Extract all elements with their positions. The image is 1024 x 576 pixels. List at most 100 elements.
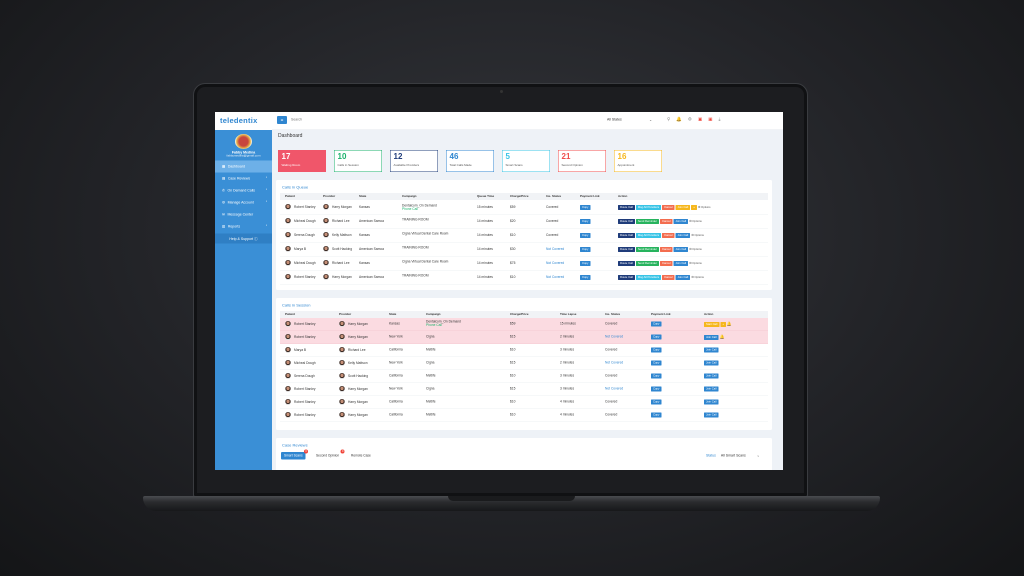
copy-payment-link-button[interactable]: Copy [651, 412, 662, 418]
copy-payment-link-button[interactable]: Copy [580, 233, 591, 238]
msg-all-providers-button[interactable]: Msg All Providers [635, 233, 662, 238]
stat-card[interactable]: 21 Second Opinion [558, 150, 606, 172]
copy-payment-link-button[interactable]: Copy [651, 334, 662, 340]
copy-payment-link-button[interactable]: Copy [651, 399, 662, 405]
options-menu[interactable]: ⚙ Options [691, 234, 704, 237]
filter-icon[interactable]: ⚲ [667, 116, 671, 122]
chat-icon[interactable]: ▣ [697, 116, 703, 122]
options-menu[interactable]: ⚙ Options [689, 248, 702, 251]
menu-toggle-button[interactable]: ≡ [277, 116, 287, 124]
column-header: Action [704, 313, 714, 316]
panel-title: Calls in Queue [282, 185, 309, 190]
route-call-button[interactable]: Route Call [618, 261, 635, 266]
msg-all-providers-button[interactable]: Msg All Providers [635, 275, 662, 280]
message-icon[interactable]: ▣ [708, 116, 713, 122]
tab-smart-scans[interactable]: Smart Scans 0 [281, 449, 309, 460]
options-menu[interactable]: ⚙ Options [691, 276, 704, 279]
stat-card[interactable]: 5 Smart Scans [502, 150, 550, 172]
tab-remote-case[interactable]: Remote Case [348, 452, 374, 460]
options-menu[interactable]: ⚙ Options [689, 220, 702, 223]
table-row: Serena Dough Kelly Mattson Kansas Cigna Vir… [280, 229, 768, 243]
campaign-name: TRAINING ROOM [402, 274, 429, 278]
column-header: Patient [285, 195, 296, 198]
panel-title: Case Reviews [282, 443, 308, 448]
send-reminder-button[interactable]: Send Reminder [635, 247, 659, 252]
sidebar-item-dashboard[interactable]: ▦ Dashboard [215, 160, 272, 173]
expand-button[interactable]: + [720, 322, 726, 327]
help-support-button[interactable]: Help & Support ⓘ [215, 233, 272, 244]
sidebar-item-reports[interactable]: ▥ Reports › [215, 221, 272, 233]
join-call-button[interactable]: Join Call [675, 275, 691, 280]
join-call-button[interactable]: Join Call [673, 261, 689, 266]
cancel-button[interactable]: Cancel [659, 247, 673, 252]
provider-name: Harry Morgan [332, 275, 352, 279]
stat-card[interactable]: 17 Waiting Room [278, 150, 326, 172]
alert-bell-icon[interactable]: 🔔 [719, 334, 725, 340]
status-filter[interactable]: Status All Smart Scans ⌄ [706, 454, 760, 458]
patient-name: Robert Stanley [294, 322, 316, 326]
route-call-button[interactable]: Route Call [618, 205, 635, 210]
route-call-button[interactable]: Route Call [618, 275, 635, 280]
route-call-button[interactable]: Route Call [618, 219, 635, 224]
logo[interactable]: teledentix [215, 112, 272, 130]
join-call-button[interactable]: Join Call [704, 412, 719, 418]
cancel-button[interactable]: Cancel [662, 275, 675, 280]
start-call-button[interactable]: Start Call [704, 322, 720, 327]
stat-card[interactable]: 16 Appointment [614, 150, 662, 172]
sidebar-item-manage-account[interactable]: ⚙ Manage Account › [215, 197, 272, 209]
join-call-button[interactable]: Join Call [704, 360, 719, 366]
msg-all-providers-button[interactable]: Msg All Providers [635, 205, 662, 210]
alert-bell-icon[interactable]: 🔔 [726, 321, 732, 327]
cancel-button[interactable]: Cancel [662, 233, 675, 238]
expand-button[interactable]: + [691, 205, 697, 210]
join-call-button[interactable]: Join Call [673, 219, 689, 224]
options-menu[interactable]: ⚙ Options [689, 262, 702, 265]
join-call-button[interactable]: Join Call [704, 399, 719, 405]
copy-payment-link-button[interactable]: Copy [580, 219, 591, 224]
stat-card[interactable]: 12 Available Providers [390, 150, 438, 172]
join-call-button[interactable]: Join Call [704, 335, 719, 340]
copy-payment-link-button[interactable]: Copy [580, 261, 591, 266]
cancel-button[interactable]: Cancel [662, 205, 675, 210]
options-menu[interactable]: ⚙ Options [698, 206, 711, 209]
copy-payment-link-button[interactable]: Copy [651, 360, 662, 366]
sidebar-item-on-demand-calls[interactable]: ✆ On Demand Calls › [215, 185, 272, 197]
download-icon[interactable]: ⤓ [718, 116, 721, 122]
send-reminder-button[interactable]: Send Reminder [635, 261, 659, 266]
cancel-button[interactable]: Cancel [659, 261, 673, 266]
join-call-button[interactable]: Join Call [704, 373, 719, 379]
join-call-button[interactable]: Join Call [704, 347, 719, 353]
copy-payment-link-button[interactable]: Copy [651, 386, 662, 392]
state-filter-select[interactable]: All States ⌄ [607, 118, 652, 122]
stat-value: 12 [393, 152, 403, 162]
copy-payment-link-button[interactable]: Copy [651, 347, 662, 353]
search-input[interactable] [291, 118, 331, 122]
campaign-sub[interactable]: Phone Call [402, 207, 418, 212]
copy-payment-link-button[interactable]: Copy [651, 321, 662, 327]
copy-payment-link-button[interactable]: Copy [651, 373, 662, 379]
insurance-status: Covered [546, 233, 559, 238]
notification-icon[interactable]: 🔔 [676, 116, 682, 122]
copy-payment-link-button[interactable]: Copy [580, 275, 591, 280]
stat-label: Total Calls Made [449, 164, 472, 167]
stat-card[interactable]: 46 Total Calls Made [446, 150, 494, 172]
user-avatar[interactable] [235, 134, 252, 149]
copy-payment-link-button[interactable]: Copy [580, 205, 591, 210]
join-call-button[interactable]: Join Call [675, 205, 691, 210]
tab-second-opinion[interactable]: Second Opinion 0 [313, 449, 345, 460]
chevron-right-icon: › [265, 188, 267, 192]
cancel-button[interactable]: Cancel [659, 219, 673, 224]
sidebar-item-case-reviews[interactable]: ▤ Case Reviews › [215, 173, 272, 185]
copy-payment-link-button[interactable]: Copy [580, 247, 591, 252]
join-call-button[interactable]: Join Call [673, 247, 689, 252]
campaign-sub[interactable]: Phone Call [426, 323, 442, 328]
join-call-button[interactable]: Join Call [675, 233, 691, 238]
stat-card[interactable]: 10 Calls in Session [334, 150, 382, 172]
join-call-button[interactable]: Join Call [704, 386, 719, 392]
route-call-button[interactable]: Route Call [618, 247, 635, 252]
send-reminder-button[interactable]: Send Reminder [635, 219, 659, 224]
price: $10 [510, 400, 516, 404]
settings-icon[interactable]: ⚙ [687, 116, 692, 122]
sidebar-item-message-center[interactable]: ✉ Message Center [215, 209, 272, 221]
route-call-button[interactable]: Route Call [618, 233, 635, 238]
